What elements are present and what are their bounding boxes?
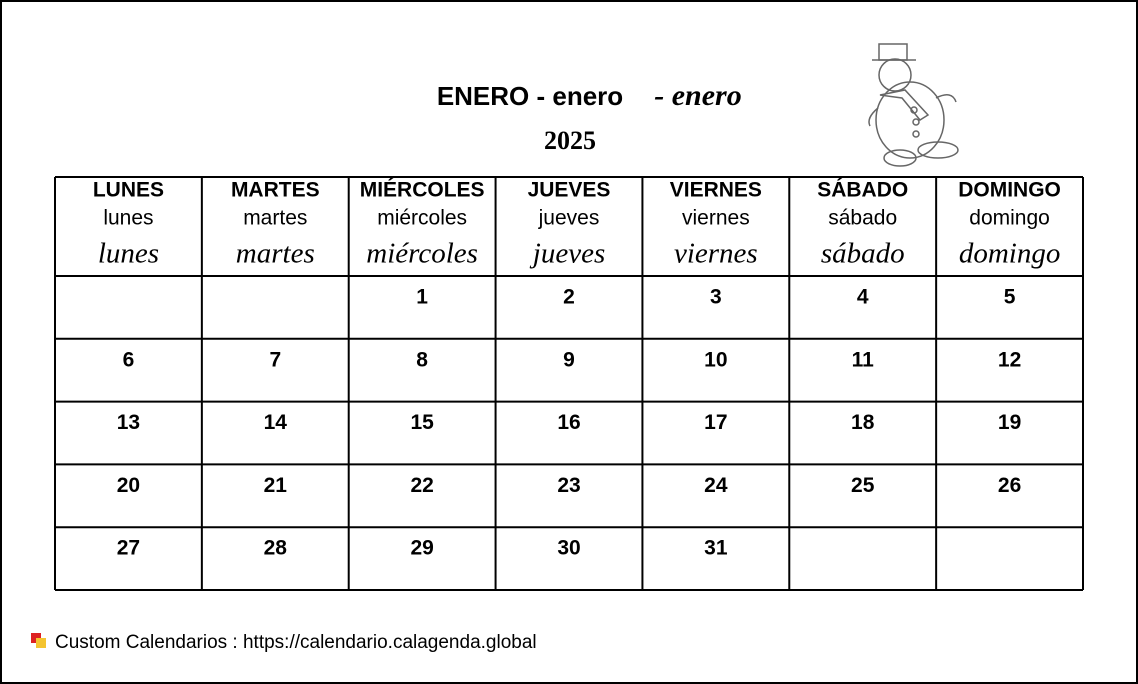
day-header-script: martes <box>236 238 315 270</box>
day-header: LUNES <box>93 179 164 202</box>
day-number: 29 <box>410 537 433 560</box>
day-number: 11 <box>852 348 875 371</box>
day-number: 15 <box>410 411 434 434</box>
day-number: 5 <box>1004 286 1016 309</box>
day-number: 1 <box>416 286 428 309</box>
day-header-lower: miércoles <box>377 207 467 230</box>
title: ENERO - enero <box>437 81 623 111</box>
day-number: 4 <box>857 286 869 309</box>
day-number: 22 <box>410 474 433 497</box>
day-number: 19 <box>998 411 1021 434</box>
footer-text: Custom Calendarios : https://calendario.… <box>55 632 537 653</box>
day-number: 9 <box>563 348 575 371</box>
day-number: 25 <box>851 474 875 497</box>
calendar-table: LUNES lunes lunes MARTES martes martes MIÉRCOL… <box>54 176 1084 591</box>
day-number: 27 <box>117 537 140 560</box>
day-header-lower: domingo <box>969 207 1050 230</box>
snowman-icon <box>868 43 959 167</box>
day-header-script: domingo <box>959 238 1061 270</box>
day-header-lower: martes <box>243 207 307 230</box>
day-number: 30 <box>557 537 580 560</box>
title-script: - enero <box>654 79 741 112</box>
day-number: 16 <box>557 411 580 434</box>
day-header: MARTES <box>231 179 320 202</box>
day-header-lower: viernes <box>682 207 750 230</box>
day-header-script: sábado <box>821 238 905 270</box>
day-header-script: lunes <box>98 238 159 270</box>
day-number: 6 <box>123 348 135 371</box>
day-number: 12 <box>998 348 1021 371</box>
day-number: 10 <box>704 348 727 371</box>
day-number: 13 <box>117 411 140 434</box>
day-number: 18 <box>851 411 875 434</box>
day-number: 23 <box>557 474 580 497</box>
day-header: JUEVES <box>528 179 611 202</box>
footer-icon <box>31 633 46 648</box>
day-number: 2 <box>563 286 575 309</box>
day-header-lower: jueves <box>538 207 600 230</box>
day-number: 7 <box>269 348 281 371</box>
day-header-script: jueves <box>529 238 605 270</box>
day-number: 8 <box>416 348 428 371</box>
day-number: 28 <box>264 537 288 560</box>
day-number: 14 <box>264 411 288 434</box>
day-number: 31 <box>704 537 728 560</box>
day-header-lower: sábado <box>828 207 897 230</box>
day-number: 21 <box>264 474 288 497</box>
day-number: 26 <box>998 474 1021 497</box>
day-number: 20 <box>117 474 140 497</box>
day-header: SÁBADO <box>817 179 908 202</box>
day-header-lower: lunes <box>103 207 153 230</box>
day-header: DOMINGO <box>958 179 1061 202</box>
day-number: 24 <box>704 474 728 497</box>
year: 2025 <box>544 126 596 155</box>
day-number: 3 <box>710 286 722 309</box>
day-header-script: miércoles <box>366 238 478 270</box>
day-number: 17 <box>704 411 727 434</box>
day-header: VIERNES <box>670 179 762 202</box>
day-header: MIÉRCOLES <box>360 179 485 202</box>
day-header-script: viernes <box>674 238 758 270</box>
